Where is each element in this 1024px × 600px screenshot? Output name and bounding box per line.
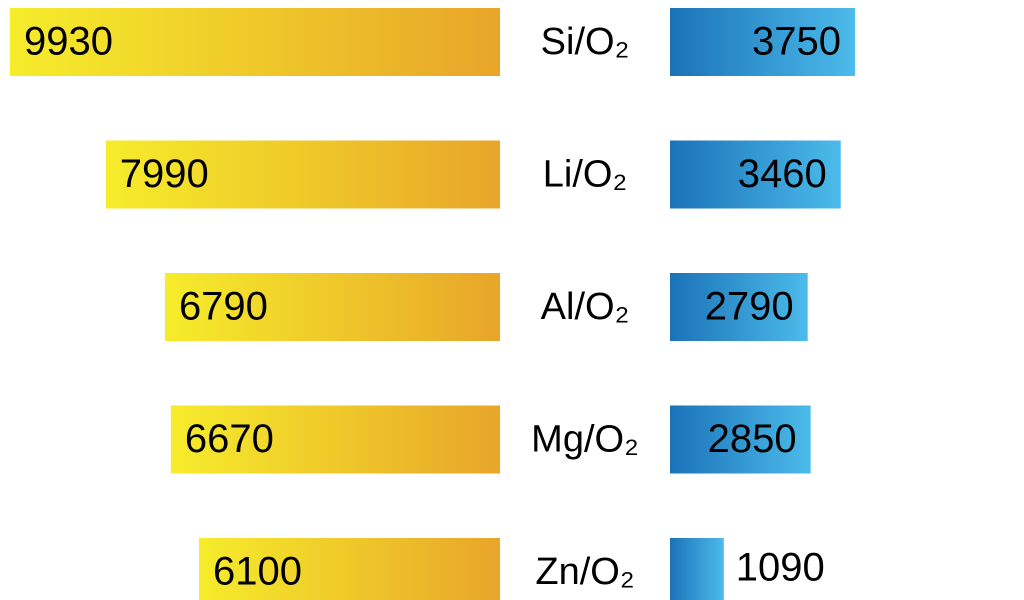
category-label: Al/O₂	[541, 286, 630, 328]
bar	[164, 273, 500, 341]
bar	[170, 405, 500, 474]
value-label: 6100	[213, 550, 302, 594]
bar	[670, 140, 841, 209]
bar	[10, 8, 500, 76]
bar	[670, 8, 856, 76]
bar	[198, 538, 500, 600]
category-label: Li/O₂	[543, 154, 627, 196]
value-label: 2790	[705, 285, 794, 329]
value-label: 3750	[752, 20, 841, 64]
value-label: 2850	[708, 417, 797, 461]
bar	[670, 405, 811, 474]
value-label: 6670	[185, 417, 274, 461]
value-label: 9930	[24, 20, 113, 64]
category-label: Mg/O₂	[531, 419, 639, 461]
value-label: 7990	[120, 152, 209, 196]
category-label: Zn/O₂	[535, 551, 634, 593]
bar	[670, 273, 808, 341]
category-label: Si/O₂	[541, 21, 630, 63]
value-label: 6790	[179, 285, 268, 329]
value-label: 1090	[736, 546, 825, 590]
bar	[105, 140, 501, 209]
value-label: 3460	[738, 152, 827, 196]
bar	[670, 538, 724, 600]
